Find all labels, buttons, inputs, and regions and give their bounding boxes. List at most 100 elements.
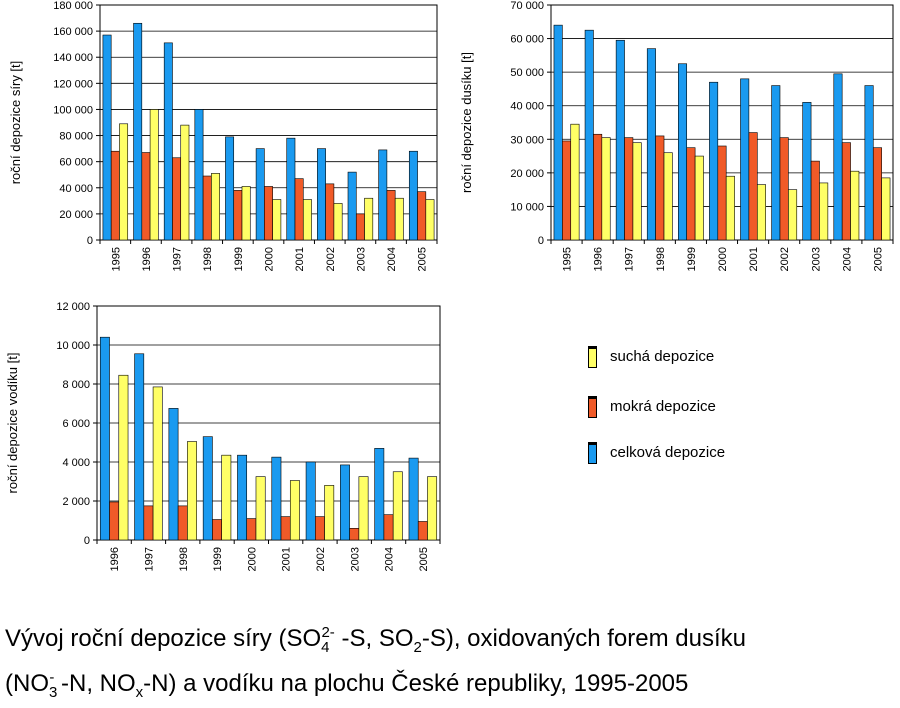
- x-tick-label: 2004: [384, 547, 396, 571]
- y-tick-label: 0: [84, 535, 90, 547]
- bar-mokra: [872, 147, 882, 241]
- y-tick-label: 40 000: [59, 183, 93, 195]
- bar-celkova: [194, 109, 204, 241]
- y-tick-label: 60 000: [510, 34, 544, 46]
- bar-celkova: [408, 150, 418, 241]
- legend-label-mokra: mokrá depozice: [610, 398, 716, 415]
- x-tick-label: 1999: [212, 547, 224, 571]
- caption-subscript: 4: [321, 638, 330, 656]
- bar-mokra: [417, 521, 428, 541]
- x-tick-label: 2002: [325, 247, 337, 271]
- bar-mokra: [810, 160, 820, 241]
- bar-celkova: [202, 436, 213, 541]
- bar-mokra: [562, 140, 572, 241]
- bar-mokra: [141, 152, 151, 241]
- y-tick-label: 60 000: [59, 157, 93, 169]
- caption-text: -N) a vodíku na plochu České republiky, …: [143, 669, 689, 697]
- x-tick-label: 2005: [417, 247, 429, 271]
- caption-superscript: 2-: [321, 624, 335, 641]
- bar-celkova: [340, 464, 350, 541]
- caption-text: (NO: [5, 669, 49, 697]
- x-tick-label: 2003: [810, 247, 822, 271]
- x-tick-label: 2000: [717, 247, 729, 271]
- y-tick-label: 0: [87, 235, 93, 247]
- bar-celkova: [271, 456, 282, 541]
- bar-sucha: [425, 199, 435, 241]
- caption-line-1: Vývoj roční depozice síry (SO42- -S, SO2…: [5, 618, 895, 663]
- caption-subscript: 3: [49, 683, 58, 701]
- bar-mokra: [386, 190, 396, 241]
- bar-celkova: [168, 408, 179, 541]
- legend-swatch-celkova: [588, 442, 597, 464]
- bar-sucha: [302, 199, 312, 241]
- bar-sucha: [119, 123, 129, 241]
- y-tick-label: 100 000: [53, 104, 93, 116]
- x-tick-label: 1997: [172, 247, 184, 271]
- x-tick-label: 2005: [872, 247, 884, 271]
- bar-mokra: [172, 157, 182, 241]
- bar-mokra: [246, 518, 257, 541]
- bar-celkova: [584, 29, 594, 241]
- x-tick-label: 2001: [294, 247, 306, 271]
- bar-sucha: [663, 152, 673, 241]
- legend-label-celkova: celková depozice: [610, 444, 726, 461]
- bar-sucha: [694, 155, 704, 241]
- bar-mokra: [109, 501, 120, 541]
- bar-celkova: [134, 353, 145, 541]
- figure-caption: Vývoj roční depozice síry (SO42- -S, SO2…: [5, 618, 895, 708]
- x-tick-label: 1997: [624, 247, 636, 271]
- bar-sucha: [255, 476, 266, 541]
- bar-celkova: [408, 457, 419, 541]
- bar-celkova: [740, 78, 750, 241]
- bar-celkova: [615, 39, 625, 241]
- x-tick-label: 2004: [841, 247, 853, 271]
- bar-celkova: [133, 22, 143, 241]
- x-tick-label: 2002: [779, 247, 791, 271]
- bar-celkova: [646, 48, 656, 241]
- y-tick-label: 20 000: [59, 209, 93, 221]
- y-axis-label: roční depozice vodíku [t]: [5, 353, 20, 494]
- bar-mokra: [383, 514, 394, 541]
- y-tick-label: 4 000: [62, 457, 90, 469]
- y-tick-label: 120 000: [53, 78, 93, 90]
- caption-subscript: 2: [413, 638, 422, 656]
- x-tick-label: 2002: [315, 547, 327, 571]
- bar-mokra: [417, 191, 427, 241]
- bar-celkova: [347, 171, 357, 241]
- bar-sucha: [601, 137, 611, 241]
- bar-mokra: [325, 183, 335, 241]
- bar-mokra: [202, 175, 212, 241]
- bar-sucha: [788, 189, 798, 241]
- sulfur-deposition-chart: 0 20 000 40 000 60 000 80 000 100 000 120 000 1…: [8, 0, 438, 271]
- x-tick-label: 1998: [202, 247, 214, 271]
- caption-text: -N, NO: [54, 669, 136, 697]
- bar-celkova: [255, 148, 265, 241]
- y-tick-label: 12 000: [56, 301, 90, 313]
- bar-sucha: [187, 441, 197, 541]
- bar-mokra: [143, 505, 154, 541]
- bar-sucha: [149, 109, 159, 241]
- bar-mokra: [294, 178, 304, 241]
- bar-celkova: [286, 137, 296, 241]
- bar-sucha: [819, 182, 829, 241]
- bar-celkova: [833, 73, 843, 241]
- bar-celkova: [163, 42, 173, 241]
- bar-celkova: [225, 136, 235, 241]
- bar-celkova: [553, 24, 563, 241]
- bar-celkova: [378, 149, 388, 241]
- bar-celkova: [317, 148, 326, 241]
- y-axis-label: roční depozice dusíku [t]: [459, 52, 474, 193]
- y-tick-label: 0: [538, 235, 544, 247]
- x-tick-label: 1999: [233, 247, 245, 271]
- bar-celkova: [802, 102, 812, 241]
- bar-mokra: [717, 145, 727, 241]
- x-tick-label: 1999: [686, 247, 698, 271]
- y-tick-label: 2 000: [62, 496, 90, 508]
- y-tick-label: 20 000: [510, 168, 544, 180]
- bar-mokra: [686, 147, 696, 241]
- y-tick-label: 70 000: [510, 0, 544, 12]
- y-tick-label: 140 000: [53, 52, 93, 64]
- bar-sucha: [211, 173, 220, 241]
- caption-ion-so4: 42-: [321, 618, 335, 663]
- bar-sucha: [152, 386, 163, 541]
